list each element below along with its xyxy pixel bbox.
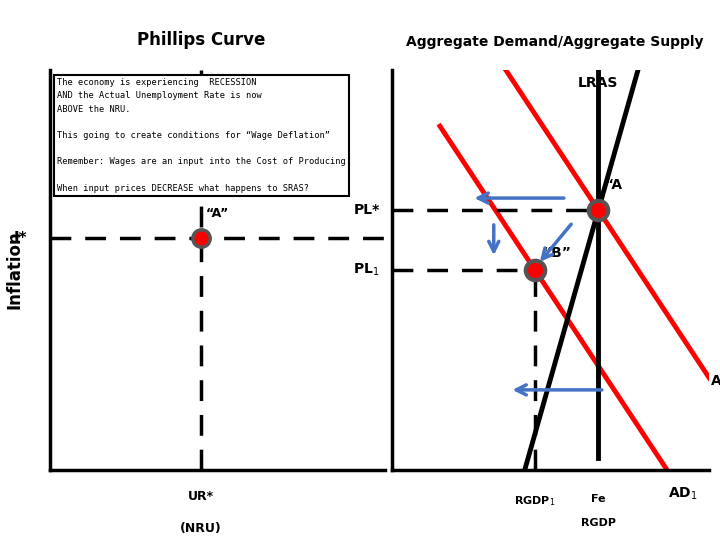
Text: I*: I*	[14, 231, 27, 246]
Text: PL*: PL*	[354, 203, 379, 217]
Text: Phillips Curve: Phillips Curve	[138, 31, 266, 49]
Text: UR*: UR*	[188, 490, 214, 503]
Text: “B”: “B”	[543, 246, 572, 260]
Text: (NRU): (NRU)	[180, 522, 222, 535]
Text: RGDP: RGDP	[581, 518, 616, 528]
Text: RGDP$_1$: RGDP$_1$	[514, 494, 556, 508]
Text: Fe: Fe	[591, 494, 606, 504]
Text: “A: “A	[605, 178, 623, 192]
Text: LRAS: LRAS	[578, 76, 618, 90]
Text: PL$_1$: PL$_1$	[354, 262, 379, 278]
Text: AD$_1$: AD$_1$	[668, 486, 698, 502]
Text: The economy is experiencing  RECESSION
AND the Actual Unemployment Rate is now
A: The economy is experiencing RECESSION AN…	[57, 78, 346, 193]
Text: Inflation: Inflation	[5, 231, 23, 309]
Text: Aggregate Demand/Aggregate Supply: Aggregate Demand/Aggregate Supply	[405, 35, 703, 49]
Text: “A”: “A”	[206, 207, 230, 220]
Text: AD*: AD*	[711, 374, 720, 388]
